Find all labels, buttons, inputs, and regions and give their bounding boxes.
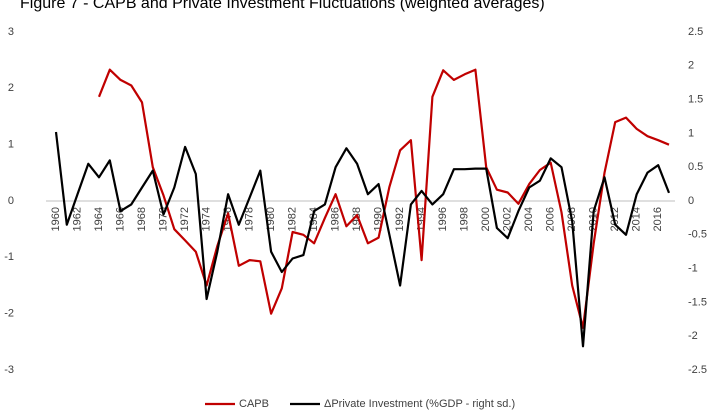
- y-tick-label: -1: [4, 251, 14, 263]
- x-tick-label: 1962: [71, 207, 83, 231]
- y-tick-label: 2: [8, 82, 14, 94]
- x-tick-label: 1970: [157, 207, 169, 231]
- x-tick-label: 1974: [200, 207, 212, 231]
- legend-label: CAPB: [239, 398, 269, 410]
- x-tick-label: 1960: [50, 207, 62, 231]
- x-tick-label: 1996: [437, 207, 449, 231]
- y2-tick-label: 1: [688, 127, 694, 139]
- x-tick-label: 2016: [652, 207, 664, 231]
- x-tick-label: 2004: [523, 207, 535, 231]
- x-tick-label: 2014: [631, 207, 643, 231]
- y2-tick-label: 2: [688, 60, 694, 72]
- y2-tick-label: -1: [688, 263, 698, 275]
- y-tick-label: 0: [8, 195, 14, 207]
- series-line: [54, 131, 671, 348]
- x-tick-label: 1982: [287, 207, 299, 231]
- y-tick-label: -3: [4, 364, 14, 376]
- y2-tick-label: -0.5: [688, 229, 707, 241]
- x-tick-label: 1992: [394, 207, 406, 231]
- x-tick-label: 1972: [179, 207, 191, 231]
- x-tick-label: 1964: [93, 207, 105, 231]
- x-tick-label: 1998: [459, 207, 471, 231]
- x-tick-label: 1986: [330, 207, 342, 231]
- x-tick-label: 1966: [114, 207, 126, 231]
- x-tick-label: 2002: [502, 207, 514, 231]
- chart-title: Figure 7 - CAPB and Private Investment F…: [20, 0, 545, 12]
- x-tick-label: 1968: [136, 207, 148, 231]
- y-tick-label: -2: [4, 308, 14, 320]
- y-tick-label: 1: [8, 139, 14, 151]
- y2-tick-label: 1.5: [688, 94, 703, 106]
- y-tick-label: 3: [8, 26, 14, 38]
- y2-tick-label: -2: [688, 330, 698, 342]
- legend-label: ΔPrivate Investment (%GDP - right sd.): [324, 398, 515, 410]
- y2-tick-label: 0: [688, 195, 694, 207]
- y2-tick-label: -1.5: [688, 296, 707, 308]
- series-line: [97, 68, 670, 329]
- x-tick-label: 1978: [243, 207, 255, 231]
- y2-tick-label: 0.5: [688, 161, 703, 173]
- y2-tick-label: 2.5: [688, 26, 703, 38]
- x-tick-label: 2000: [480, 207, 492, 231]
- x-tick-label: 2006: [545, 207, 557, 231]
- y2-tick-label: -2.5: [688, 364, 707, 376]
